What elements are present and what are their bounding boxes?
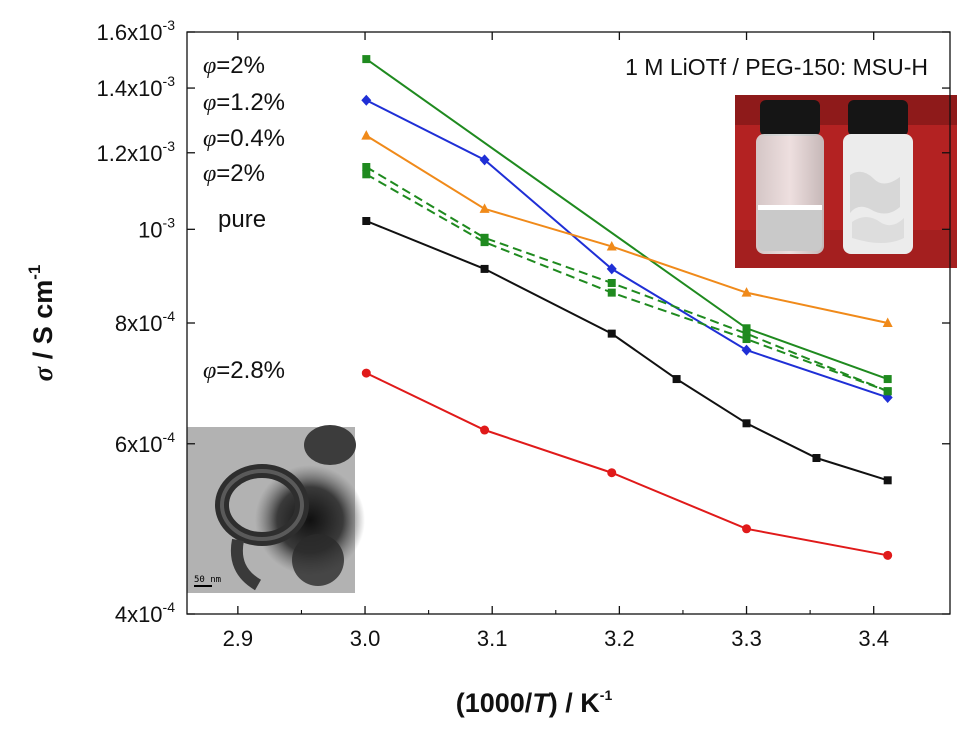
- series-5: [362, 217, 892, 485]
- series-label: φ=0.4%: [203, 125, 285, 152]
- data-point: [883, 375, 892, 384]
- data-point: [479, 154, 490, 166]
- data-point: [607, 468, 617, 478]
- data-point: [672, 375, 681, 384]
- vials-photo-inset: [735, 95, 957, 268]
- data-point: [742, 419, 751, 428]
- data-point: [883, 387, 892, 396]
- x-axis-title: (1000/T) / K-1: [456, 687, 613, 718]
- series-label: φ=2%: [203, 160, 265, 187]
- series-label: pure: [218, 206, 266, 233]
- y-tick-label: 8x10-4: [115, 308, 175, 336]
- y-tick-label: 1.6x10-3: [96, 17, 175, 45]
- y-axis-title: σ / S cm-1: [25, 265, 58, 382]
- data-point: [480, 264, 489, 273]
- chart-title: 1 M LiOTf / PEG-150: MSU-H: [625, 54, 928, 80]
- data-point: [362, 170, 371, 179]
- data-point: [480, 233, 489, 242]
- data-point: [607, 278, 616, 287]
- data-point: [606, 263, 617, 275]
- y-tick-label: 1.4x10-3: [96, 73, 175, 101]
- data-point: [361, 130, 372, 140]
- data-point: [741, 287, 752, 297]
- data-point: [742, 324, 751, 333]
- data-point: [480, 238, 489, 247]
- series-label: φ=2%: [203, 52, 265, 79]
- series-1: [361, 94, 893, 403]
- data-point: [607, 288, 616, 297]
- data-point: [882, 317, 893, 327]
- data-point: [812, 454, 821, 463]
- x-tick-label: 3.4: [858, 626, 889, 651]
- data-point: [480, 425, 490, 435]
- y-tick-label: 6x10-4: [115, 429, 175, 457]
- data-point: [479, 203, 490, 213]
- x-tick-label: 3.2: [604, 626, 635, 651]
- series-2: [361, 130, 893, 327]
- y-tick-label: 4x10-4: [115, 599, 175, 627]
- series-line: [365, 372, 888, 557]
- y-tick-label: 1.2x10-3: [96, 138, 175, 166]
- data-point: [606, 240, 617, 251]
- series-label: φ=2.8%: [203, 357, 285, 384]
- x-tick-label: 2.9: [223, 626, 254, 651]
- data-point: [362, 163, 371, 172]
- series-layer: [361, 55, 893, 560]
- series-label: φ=1.2%: [203, 89, 285, 116]
- data-point: [361, 368, 371, 378]
- data-point: [742, 329, 751, 338]
- data-point: [741, 344, 752, 356]
- data-point: [362, 217, 371, 226]
- series-4: [362, 170, 892, 396]
- y-tick-label: 10-3: [138, 214, 175, 242]
- tem-scale-label: 50 nm: [194, 575, 221, 585]
- x-tick-label: 3.1: [477, 626, 508, 651]
- data-point: [361, 94, 372, 106]
- data-point: [883, 550, 893, 560]
- x-tick-label: 3.3: [731, 626, 762, 651]
- data-point: [742, 335, 751, 344]
- data-point: [883, 476, 892, 485]
- series-0: [362, 55, 892, 384]
- axes: 2.9 3.0 3.1 3.2 3.3 3.4 1.6x10-3 1.4x10-3 1.2x10…: [96, 17, 950, 651]
- tem-image-inset: 50 nm: [187, 425, 365, 593]
- data-point: [742, 524, 752, 534]
- data-point: [607, 329, 616, 338]
- series-6: [361, 368, 893, 560]
- series-labels: φ=2% φ=1.2% φ=0.4% φ=2% pure φ=2.8%: [203, 52, 285, 384]
- data-point: [362, 55, 371, 64]
- x-tick-label: 3.0: [350, 626, 381, 651]
